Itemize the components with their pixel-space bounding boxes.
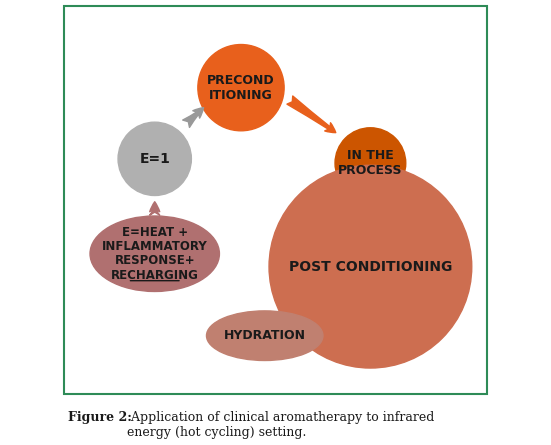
Circle shape (118, 122, 191, 195)
Text: Application of clinical aromatherapy to infrared
energy (hot cycling) setting.: Application of clinical aromatherapy to … (127, 411, 434, 439)
Circle shape (198, 44, 284, 131)
Text: E=HEAT +: E=HEAT + (122, 226, 188, 239)
Text: PRECOND
ITIONING: PRECOND ITIONING (207, 74, 275, 101)
Text: INFLAMMATORY: INFLAMMATORY (102, 240, 208, 253)
Circle shape (269, 165, 472, 368)
Text: HYDRATION: HYDRATION (224, 329, 306, 342)
Text: RESPONSE+: RESPONSE+ (115, 255, 195, 267)
Ellipse shape (207, 311, 323, 360)
Circle shape (335, 128, 406, 198)
Ellipse shape (90, 216, 219, 291)
Text: IN THE
PROCESS: IN THE PROCESS (338, 149, 403, 177)
Text: E=1: E=1 (139, 152, 170, 166)
Text: Figure 2:: Figure 2: (68, 411, 132, 424)
Text: RECHARGING: RECHARGING (111, 269, 199, 282)
Text: POST CONDITIONING: POST CONDITIONING (289, 260, 452, 274)
